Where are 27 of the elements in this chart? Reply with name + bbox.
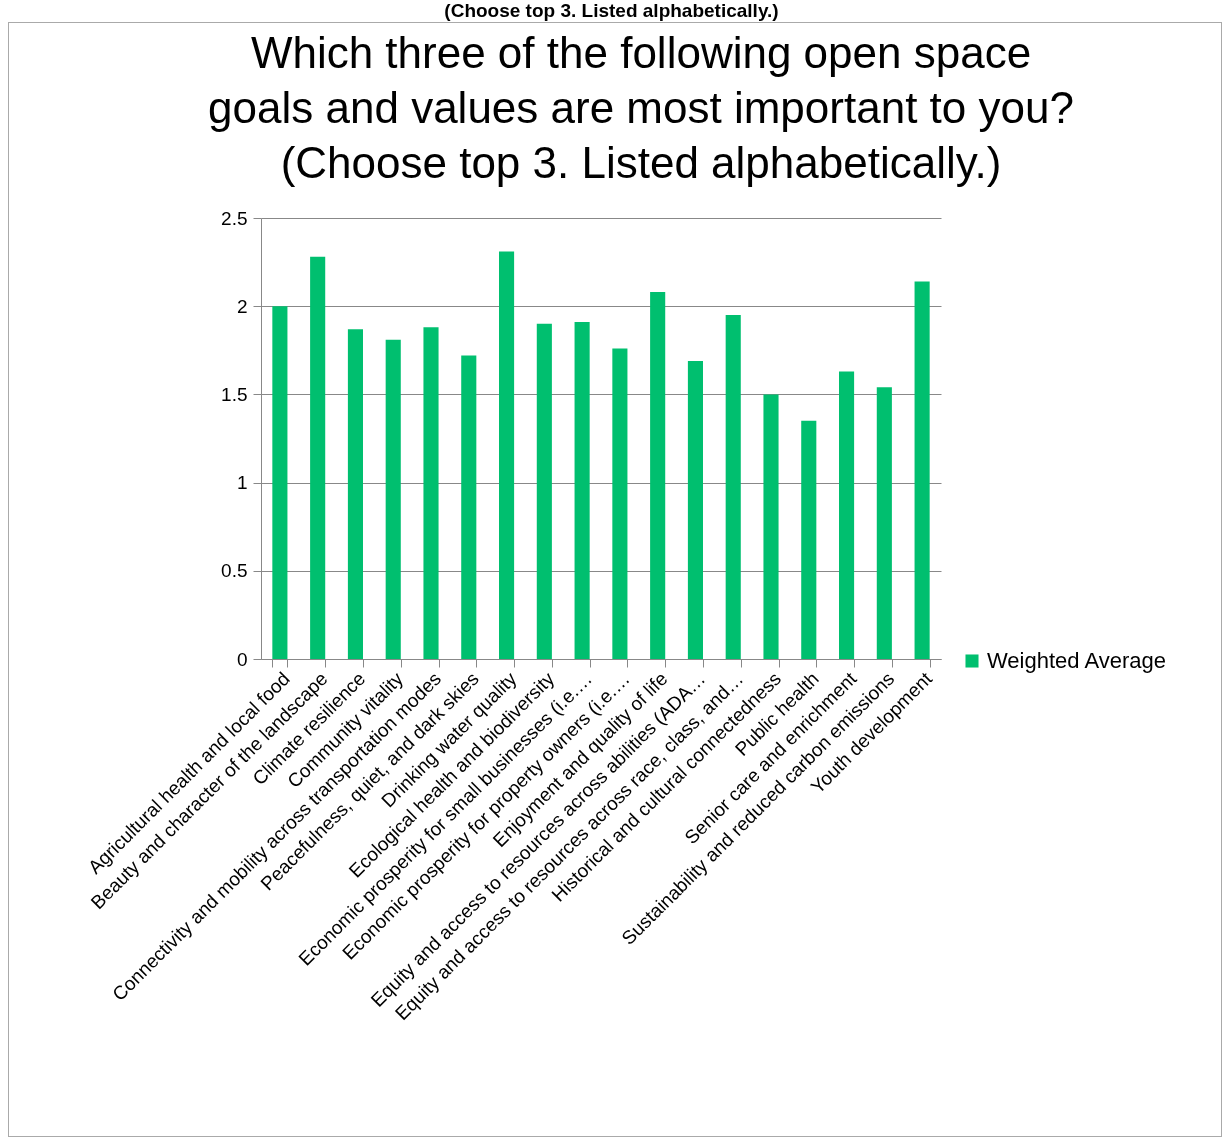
y-tick-label: 1 xyxy=(236,472,248,494)
bar xyxy=(839,371,855,659)
bar xyxy=(574,322,590,659)
bar xyxy=(650,292,666,659)
y-tick-label: 1.5 xyxy=(221,383,248,405)
chart-title: Which three of the following open space goals and values are most important to you? (Choose top 3. Listed alphabetically.) xyxy=(208,28,1074,187)
text: (Choose top 3. Listed alphabetically.) xyxy=(443,0,780,22)
bar xyxy=(310,256,326,659)
y-tick-label: 2 xyxy=(236,295,248,317)
y-tick-label: 0.5 xyxy=(221,560,248,582)
bar xyxy=(461,355,477,659)
bar xyxy=(536,323,552,659)
y-tick-label: 0 xyxy=(236,648,248,670)
bar xyxy=(385,339,401,659)
bar xyxy=(801,420,817,659)
bar xyxy=(763,394,779,659)
bar xyxy=(687,360,703,659)
bar xyxy=(725,315,741,659)
bar xyxy=(423,327,439,659)
bar xyxy=(499,251,515,659)
y-tick-label: 2.5 xyxy=(221,207,248,229)
bar xyxy=(347,329,363,659)
legend-label: Weighted Average xyxy=(987,648,1166,673)
bar xyxy=(272,306,288,659)
bar xyxy=(876,387,892,659)
bar xyxy=(914,281,930,659)
bar xyxy=(612,348,628,659)
